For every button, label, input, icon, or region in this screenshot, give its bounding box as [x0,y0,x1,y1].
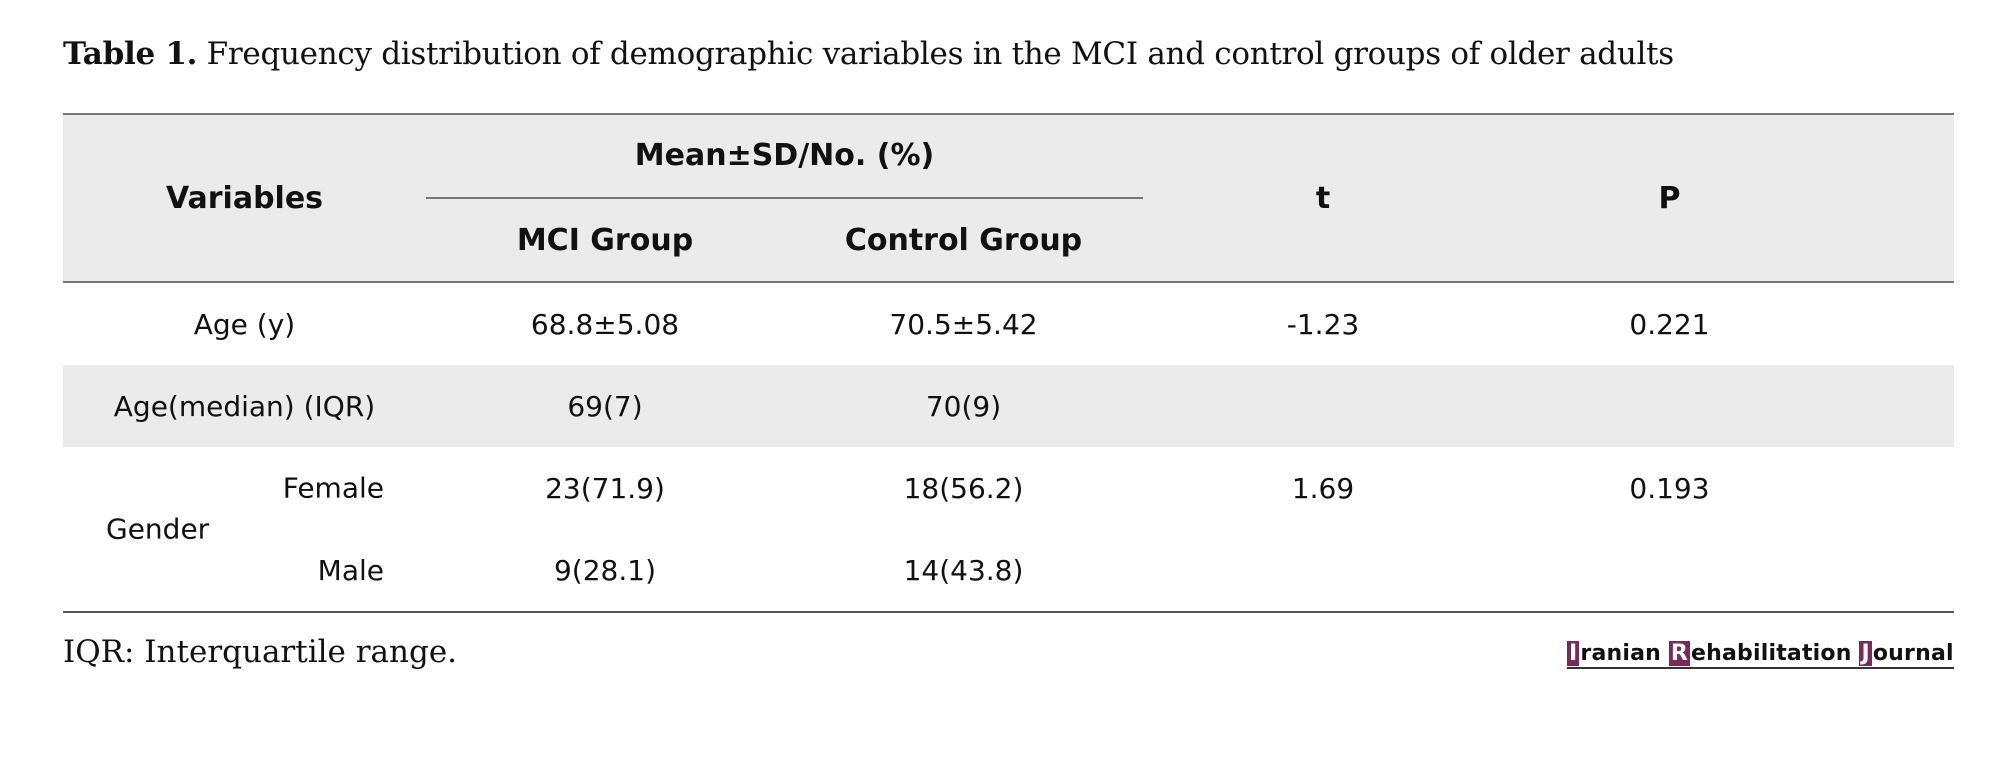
table-row: Age (y) 68.8±5.08 70.5±5.42 -1.23 0.221 [63,282,1954,365]
journal-cap-j: J [1859,641,1872,666]
gender-female-cell: Gender Female [63,447,426,546]
caption-text: Frequency distribution of demographic va… [197,36,1675,72]
cell-control: 70.5±5.42 [889,307,1038,341]
header-control-group: Control Group [784,199,1143,282]
demographics-table: Variables Mean±SD/No. (%) t P MCI Group … [63,113,1954,613]
row-label: Age (y) [193,307,296,341]
table-row: Age(median) (IQR) 69(7) 70(9) [63,365,1954,447]
cell-mci: 9(28.1) [553,553,656,587]
cell-t [1143,529,1503,612]
cell-t [1143,365,1503,447]
cell-control: 70(9) [784,365,1143,447]
caption-label: Table 1. [63,36,198,72]
cell-t: -1.23 [1286,307,1360,341]
cell-p: 0.221 [1629,307,1710,341]
table-caption: Table 1. Frequency distribution of demog… [63,36,1674,72]
cell-control: 18(56.2) [903,471,1024,505]
male-label: Male [317,553,384,587]
journal-word-ehabilitation: ehabilitation [1691,641,1860,666]
header-mci-group: MCI Group [426,199,784,282]
header-mean-sd-text: Mean±SD/No. (%) [634,137,935,173]
cell-mci: 68.8±5.08 [530,307,680,341]
header-group-rule [426,197,1143,199]
cell-p [1503,529,1954,612]
journal-word-ranian: ranian [1580,641,1669,666]
journal-word-ournal: ournal [1872,641,1954,666]
header-t: t [1143,114,1503,282]
cell-control: 14(43.8) [903,553,1024,587]
row-label: Age(median) (IQR) [63,365,426,447]
footnote: IQR: Interquartile range. [63,634,458,670]
female-label: Female [282,471,384,505]
journal-cap-r: R [1668,641,1690,666]
cell-mci: 23(71.9) [545,471,665,505]
journal-cap-i: I [1567,641,1580,666]
header-p: P [1503,114,1954,282]
table-row-female: Gender Female 23(71.9) 18(56.2) 1.69 0.1… [63,447,1954,546]
cell-t: 1.69 [1291,471,1355,505]
cell-p: 0.193 [1629,471,1710,505]
cell-mci: 69(7) [426,365,784,447]
gender-label: Gender [106,512,210,546]
header-variables: Variables [63,114,426,282]
header-mean-sd: Mean±SD/No. (%) [426,114,1143,199]
cell-p [1503,365,1954,447]
table-row-male: Male 9(28.1) 14(43.8) [63,529,1954,612]
